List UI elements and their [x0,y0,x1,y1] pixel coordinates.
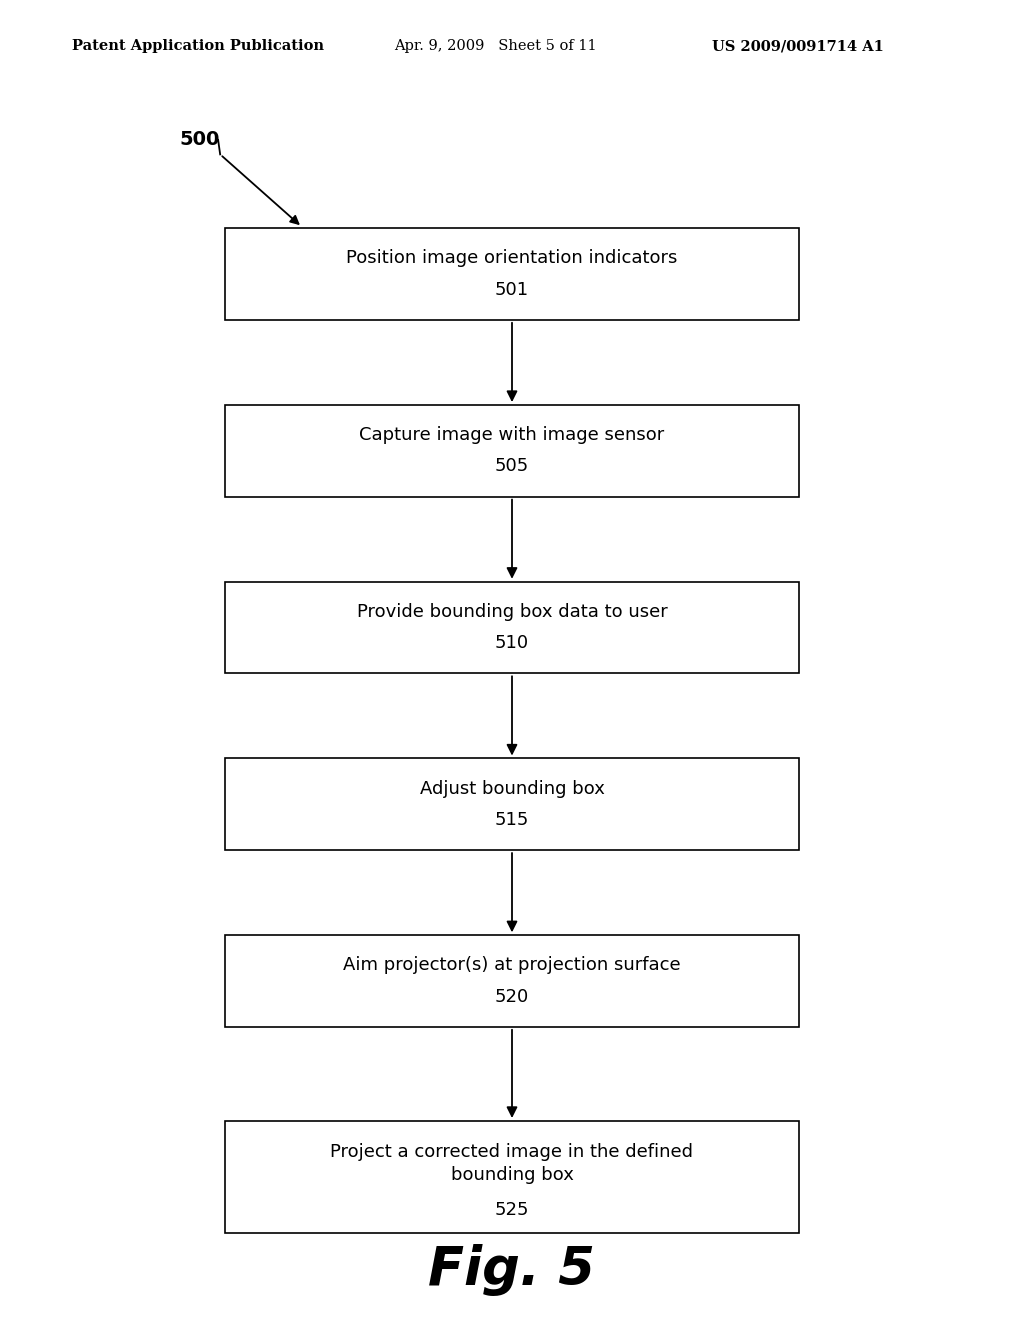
Bar [225,759,799,850]
Bar [225,935,799,1027]
Text: 501: 501 [495,281,529,298]
Text: Provide bounding box data to user: Provide bounding box data to user [356,603,668,620]
Text: Patent Application Publication: Patent Application Publication [72,40,324,53]
Text: 505: 505 [495,458,529,475]
Text: Adjust bounding box: Adjust bounding box [420,780,604,797]
Text: Apr. 9, 2009   Sheet 5 of 11: Apr. 9, 2009 Sheet 5 of 11 [394,40,597,53]
Text: Project a corrected image in the defined: Project a corrected image in the defined [331,1143,693,1162]
Text: 515: 515 [495,810,529,829]
Bar [225,228,799,319]
Text: 525: 525 [495,1201,529,1220]
Bar [225,1121,799,1233]
Text: 510: 510 [495,634,529,652]
Bar [225,405,799,496]
Text: US 2009/0091714 A1: US 2009/0091714 A1 [712,40,884,53]
Text: Capture image with image sensor: Capture image with image sensor [359,426,665,444]
Text: Position image orientation indicators: Position image orientation indicators [346,249,678,268]
Text: 500: 500 [179,131,219,149]
Text: 520: 520 [495,987,529,1006]
Bar [225,582,799,673]
Text: bounding box: bounding box [451,1166,573,1184]
Text: Aim projector(s) at projection surface: Aim projector(s) at projection surface [343,957,681,974]
Text: Fig. 5: Fig. 5 [428,1243,596,1296]
